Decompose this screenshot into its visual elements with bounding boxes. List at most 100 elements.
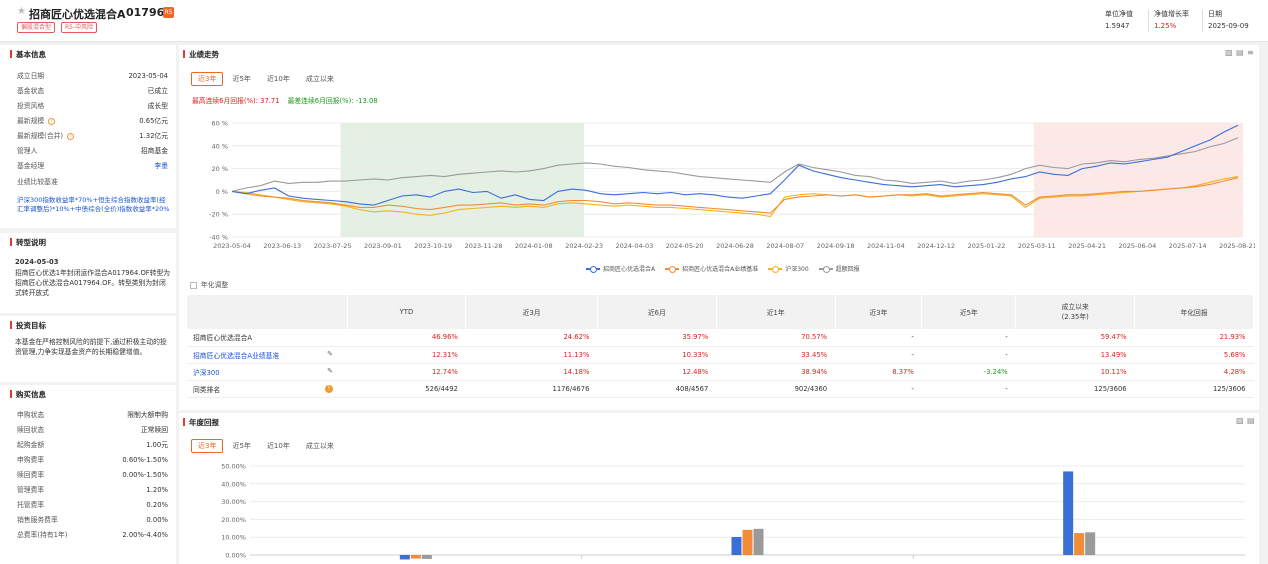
table-cell: 24.62% xyxy=(465,329,598,347)
row-name[interactable]: 沪深300 ✎ xyxy=(187,363,347,381)
y-tick-label: 20.00% xyxy=(221,516,246,524)
x-tick-label: 2024-04-03 xyxy=(616,242,654,250)
table-cell: 8.37% xyxy=(835,363,922,381)
bar[interactable] xyxy=(1063,471,1074,555)
metric-label: 净值增长率 xyxy=(1154,10,1189,18)
table-row: 沪深300 ✎ 12.74% 14.18% 12.48% 38.94% 8.37% -3.24… xyxy=(187,363,1254,381)
info-key-text: 最新规模(合并) xyxy=(17,132,64,140)
y-tick-label: 0 % xyxy=(216,188,228,196)
info-value: 2.00%-4.40% xyxy=(122,531,168,539)
excel-export-icon[interactable]: ▤ xyxy=(1247,416,1255,425)
info-value: 0.65亿元 xyxy=(139,117,168,125)
section-title: 转型说明 xyxy=(10,237,46,248)
six-month-stats: 最高连续6月回报(%): 37.71 最差连续6月回报(%): -13.08 xyxy=(192,95,378,105)
bar[interactable] xyxy=(731,537,742,555)
purchase-row: 管理费率 1.20% xyxy=(17,483,168,498)
metric-date: 日期 2025-09-09 xyxy=(1208,9,1249,30)
col-header: 近3年 xyxy=(835,295,923,329)
legend-label: 沪深300 xyxy=(785,266,809,273)
green-band xyxy=(340,123,585,237)
info-key: 赎回状态 xyxy=(17,426,45,434)
info-row: 基金状态 已成立 xyxy=(17,84,168,99)
annualize-checkbox[interactable]: 年化调整 xyxy=(190,279,228,289)
info-value: 0.60%-1.50% xyxy=(122,456,168,464)
x-tick-label: 2025-04-21 xyxy=(1068,242,1106,250)
y-tick-label: 60 % xyxy=(211,120,228,128)
edit-icon[interactable]: ✎ xyxy=(327,349,333,358)
chart-legend: 招商匠心优选混合A 招商匠心优选混合A业绩基准 沪深300 超额回报 xyxy=(586,264,860,273)
fund-manager-link[interactable]: 李墨 xyxy=(154,162,168,170)
metric-value: 1.25% xyxy=(1154,22,1177,30)
legend-benchmark[interactable]: 招商匠心优选混合A业绩基准 xyxy=(665,264,758,273)
legend-excess[interactable]: 超额回报 xyxy=(818,264,860,273)
fund-name: 招商匠心优选混合A xyxy=(29,8,126,21)
info-icon[interactable]: ? xyxy=(48,117,56,125)
row-name-text: 同类排名 xyxy=(193,385,221,394)
table-cell: 12.48% xyxy=(597,363,717,381)
fund-code: 017964 xyxy=(126,6,172,19)
series-line xyxy=(231,176,1239,218)
info-key: 最新规模? xyxy=(17,114,56,129)
legend-fund[interactable]: 招商匠心优选混合A xyxy=(586,264,655,273)
info-icon[interactable]: ! xyxy=(325,384,333,393)
bar[interactable] xyxy=(399,555,410,560)
info-value: 1.32亿元 xyxy=(139,132,168,140)
table-cell: 4.28% xyxy=(1134,363,1254,381)
benchmark-link[interactable]: 沪深300指数收益率*70%+恒生综合指数收益率(经汇率调整后)*10%+中债综… xyxy=(17,196,170,213)
tab-since-inception[interactable]: 成立以来 xyxy=(305,75,334,83)
x-tick-label: 2025-06-04 xyxy=(1119,242,1157,250)
conversion-panel: 转型说明 xyxy=(0,233,176,313)
metric-label: 日期 xyxy=(1208,10,1222,18)
info-value: 2023-05-04 xyxy=(128,72,168,80)
star-icon[interactable]: ★ xyxy=(17,6,26,17)
table-cell: 12.31% xyxy=(347,346,466,364)
x-tick-label: 2024-11-04 xyxy=(867,242,905,250)
bar[interactable] xyxy=(742,529,753,555)
row-name[interactable]: 招商匠心优选混合A业绩基准 ✎ xyxy=(187,346,347,364)
tab-since-inception[interactable]: 成立以来 xyxy=(305,442,334,450)
bar[interactable] xyxy=(1085,532,1096,555)
row-name: 招商匠心优选混合A xyxy=(187,329,347,347)
menu-icon[interactable]: ≡ xyxy=(1247,48,1254,57)
info-key: 业绩比较基准 xyxy=(17,178,58,186)
tab-10y[interactable]: 近10年 xyxy=(266,75,290,83)
image-export-icon[interactable]: ▧ xyxy=(1225,48,1233,57)
table-cell: 408/4567 xyxy=(597,380,717,398)
legend-hs300[interactable]: 沪深300 xyxy=(768,264,809,273)
tab-3y[interactable]: 近3年 xyxy=(191,72,224,86)
series-line xyxy=(231,177,1239,214)
edit-icon[interactable]: ✎ xyxy=(327,366,333,375)
info-key: 总费率(持有1年) xyxy=(17,531,68,539)
purchase-row: 总费率(持有1年) 2.00%-4.40% xyxy=(17,528,168,543)
annual-returns-bar-chart: 50.00% 40.00% 30.00% 20.00% 10.00% 0.00% xyxy=(221,463,1245,560)
bar[interactable] xyxy=(1074,533,1085,555)
y-tick-label: 0.00% xyxy=(225,552,246,560)
info-key: 最新规模(合并)? xyxy=(17,129,75,144)
tab-5y[interactable]: 近5年 xyxy=(232,75,251,83)
table-cell: 125/3606 xyxy=(1134,380,1254,398)
x-tick-label: 2023-06-13 xyxy=(263,242,301,250)
bar[interactable] xyxy=(421,555,432,559)
purchase-row: 起购金额 1.00元 xyxy=(17,438,168,453)
bar[interactable] xyxy=(410,555,421,559)
excel-export-icon[interactable]: ▤ xyxy=(1236,48,1244,57)
image-export-icon[interactable]: ▧ xyxy=(1236,416,1244,425)
tab-5y[interactable]: 近5年 xyxy=(232,442,251,450)
table-row: 招商匠心优选混合A业绩基准 ✎ 12.31% 11.13% 10.33% 33.45% - -… xyxy=(187,346,1254,364)
checkbox-box[interactable] xyxy=(190,281,197,289)
tab-10y[interactable]: 近10年 xyxy=(266,442,290,450)
x-tick-label: 2024-05-20 xyxy=(666,242,704,250)
purchase-row: 赎回费率 0.00%-1.50% xyxy=(17,468,168,483)
info-row: 最新规模? 0.65亿元 xyxy=(17,114,168,129)
checkbox-label: 年化调整 xyxy=(201,281,229,289)
info-icon[interactable]: ? xyxy=(67,132,75,140)
table-cell: 35.97% xyxy=(597,329,717,347)
col-header: 成立以来 (2.35年) xyxy=(1015,295,1136,329)
purchase-row: 赎回状态 正常赎回 xyxy=(17,423,168,438)
bar[interactable] xyxy=(753,528,764,555)
y-tick-label: 50.00% xyxy=(221,463,246,471)
info-row: 成立日期 2023-05-04 xyxy=(17,69,168,84)
purchase-row: 托管费率 0.20% xyxy=(17,498,168,513)
tab-3y[interactable]: 近3年 xyxy=(191,439,224,453)
info-key: 管理人 xyxy=(17,147,38,155)
